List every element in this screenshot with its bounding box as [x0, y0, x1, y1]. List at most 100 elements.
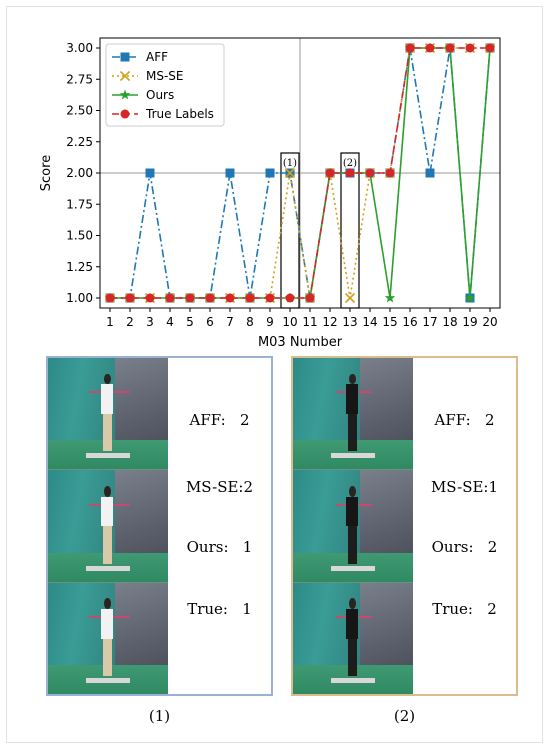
series-3-point	[145, 293, 155, 303]
series-3-point	[345, 168, 355, 178]
series-1-point	[284, 167, 296, 179]
score-ours: Ours: 1	[186, 538, 253, 556]
figure-frame	[6, 6, 543, 743]
y-tick-label: 2.75	[66, 72, 93, 86]
x-tick-label: 19	[462, 315, 477, 329]
series-3-point	[205, 293, 215, 303]
x-tick-label: 16	[402, 315, 417, 329]
legend-label: AFF	[146, 50, 168, 64]
series-3-point	[385, 168, 395, 178]
x-tick-label: 8	[246, 315, 254, 329]
series-3-point	[165, 293, 175, 303]
score-aff: AFF: 2	[434, 411, 495, 429]
legend-marker	[119, 89, 131, 100]
x-tick-label: 13	[342, 315, 357, 329]
y-tick-label: 1.50	[66, 229, 93, 243]
video-frame	[48, 582, 168, 694]
x-tick-label: 9	[266, 315, 274, 329]
video-frame	[293, 582, 413, 694]
y-tick-label: 3.00	[66, 41, 93, 55]
series-3-point	[405, 43, 415, 53]
score-line-chart: 1.001.251.501.752.002.252.502.753.001 2 3 4…	[39, 37, 501, 350]
series-3-point	[105, 293, 115, 303]
score-true: True: 2	[432, 600, 497, 618]
y-tick-label: 2.00	[66, 166, 93, 180]
series-0-point	[225, 168, 235, 178]
x-tick-label: 6	[206, 315, 214, 329]
x-tick-label: 5	[186, 315, 194, 329]
example-panel-2: AFF: 2 MS-SE:1 Ours: 2 True: 2	[291, 356, 518, 696]
series-3-point	[305, 293, 315, 303]
x-tick-label: 7	[226, 315, 234, 329]
legend-label: True Labels	[145, 107, 214, 121]
plot-area-border	[99, 37, 501, 309]
score-true: True: 1	[187, 600, 252, 618]
athlete-figure	[346, 373, 359, 452]
athlete-figure	[101, 373, 114, 452]
series-1-point	[344, 292, 356, 304]
y-tick-label: 1.25	[66, 260, 93, 274]
score-ms-se: MS-SE:2	[185, 478, 254, 496]
series-3-point	[325, 168, 335, 178]
legend-marker	[120, 109, 130, 119]
score-list-1: AFF: 2 MS-SE:2 Ours: 1 True: 1	[168, 358, 271, 694]
series-0-point	[425, 168, 435, 178]
panel-caption-1: (1)	[148, 707, 171, 725]
legend-box	[105, 43, 225, 127]
x-tick-label: 10	[282, 315, 297, 329]
series-2-point	[464, 292, 476, 303]
series-3-point	[425, 43, 435, 53]
legend-label: Ours	[146, 88, 174, 102]
y-tick-label: 1.00	[66, 291, 93, 305]
x-tick-label: 4	[166, 315, 174, 329]
x-tick-label: 11	[302, 315, 317, 329]
series-3-point	[265, 293, 275, 303]
legend-label: MS-SE	[146, 69, 184, 83]
annotation-label: (1)	[283, 158, 297, 169]
x-tick-label: 15	[382, 315, 397, 329]
score-aff: AFF: 2	[189, 411, 250, 429]
series-3-point	[125, 293, 135, 303]
x-tick-label: 14	[362, 315, 377, 329]
y-tick-label: 1.75	[66, 197, 93, 211]
athlete-figure	[346, 598, 359, 677]
x-tick-label: 17	[422, 315, 437, 329]
video-frame	[48, 470, 168, 583]
x-axis-label: M03 Number	[258, 335, 343, 350]
athlete-figure	[101, 598, 114, 677]
video-frame	[293, 470, 413, 583]
y-tick-label: 2.25	[66, 135, 93, 149]
athlete-figure	[346, 485, 359, 564]
series-0-point	[265, 168, 275, 178]
score-ours: Ours: 2	[431, 538, 498, 556]
series-3-point	[245, 293, 255, 303]
athlete-figure	[101, 485, 114, 564]
annotation-label: (2)	[343, 158, 357, 169]
panel-caption-2: (2)	[393, 707, 416, 725]
series-3-point	[285, 293, 295, 303]
x-tick-label: 1	[106, 315, 114, 329]
x-tick-label: 12	[322, 315, 337, 329]
x-tick-label: 3	[146, 315, 154, 329]
video-frames-1	[48, 358, 168, 694]
series-3-point	[485, 43, 495, 53]
series-3-point	[465, 43, 475, 53]
series-3-point	[445, 43, 455, 53]
series-2-point	[384, 292, 396, 303]
y-tick-label: 2.50	[66, 104, 93, 118]
score-list-2: AFF: 2 MS-SE:1 Ours: 2 True: 2	[413, 358, 516, 694]
x-tick-label: 2	[126, 315, 134, 329]
video-frames-2	[293, 358, 413, 694]
legend-marker	[119, 70, 131, 82]
legend-marker	[120, 52, 130, 62]
x-tick-label: 20	[482, 315, 497, 329]
y-axis-label: Score	[39, 155, 54, 191]
video-frame	[293, 358, 413, 471]
example-panel-1: AFF: 2 MS-SE:2 Ours: 1 True: 1	[46, 356, 273, 696]
series-3-point	[225, 293, 235, 303]
video-frame	[48, 358, 168, 471]
series-3-point	[185, 293, 195, 303]
x-tick-label: 18	[442, 315, 457, 329]
score-ms-se: MS-SE:1	[430, 478, 499, 496]
series-0-point	[145, 168, 155, 178]
